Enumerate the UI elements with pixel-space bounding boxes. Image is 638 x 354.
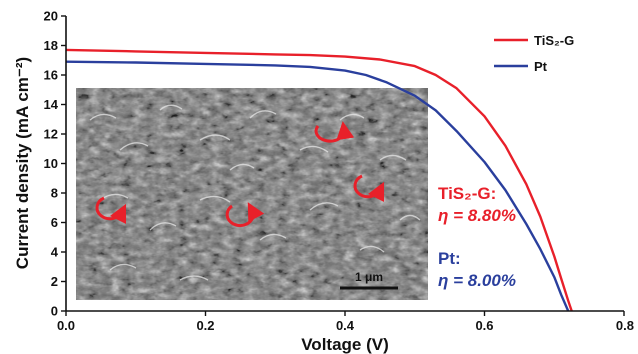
legend: TiS₂-G Pt	[494, 33, 574, 74]
scale-bar: 1 μm	[340, 270, 398, 290]
annotation-tis2g-label: TiS₂-G:	[438, 184, 496, 203]
y-tick-label-1: 2	[51, 274, 58, 289]
x-tick-label-0: 0.0	[57, 318, 75, 333]
ticks-layer: 0.0 0.2 0.4 0.6 0.8 0 2 4 6 8 10 12 14 16 18 20	[44, 9, 634, 334]
annotation-tis2g-efficiency: η = 8.80%	[438, 206, 516, 225]
sem-inset: 1 μm	[76, 88, 428, 300]
y-tick-label-3: 6	[51, 215, 58, 230]
y-tick-label-10: 20	[44, 9, 58, 24]
x-axis-title: Voltage (V)	[301, 335, 389, 354]
y-tick-label-8: 16	[44, 68, 58, 83]
y-tick-label-7: 14	[44, 97, 59, 112]
inset-flake-texture	[89, 104, 421, 281]
annotation-pt-label: Pt:	[438, 249, 461, 268]
legend-label-tis2g: TiS₂-G	[534, 33, 574, 48]
series-line-1	[66, 60, 570, 311]
y-axis-title: Current density (mA cm⁻²)	[13, 57, 32, 269]
y-tick-label-4: 8	[51, 186, 58, 201]
x-tick-label-1: 0.2	[196, 318, 214, 333]
y-tick-label-2: 4	[51, 245, 59, 260]
scale-bar-label: 1 μm	[355, 270, 383, 284]
series-layer	[66, 48, 573, 311]
redox-arrows	[95, 121, 385, 228]
legend-label-pt: Pt	[534, 59, 548, 74]
efficiency-annotations: TiS₂-G: η = 8.80% Pt: η = 8.00%	[438, 184, 516, 290]
x-tick-label-2: 0.4	[336, 318, 355, 333]
series-line-0	[66, 48, 573, 311]
x-tick-label-3: 0.6	[475, 318, 493, 333]
x-tick-label-4: 0.8	[616, 318, 634, 333]
annotation-pt-efficiency: η = 8.00%	[438, 271, 516, 290]
y-tick-label-5: 10	[44, 156, 58, 171]
y-tick-label-6: 12	[44, 127, 58, 142]
y-tick-label-0: 0	[51, 304, 58, 319]
y-tick-label-9: 18	[44, 38, 58, 53]
